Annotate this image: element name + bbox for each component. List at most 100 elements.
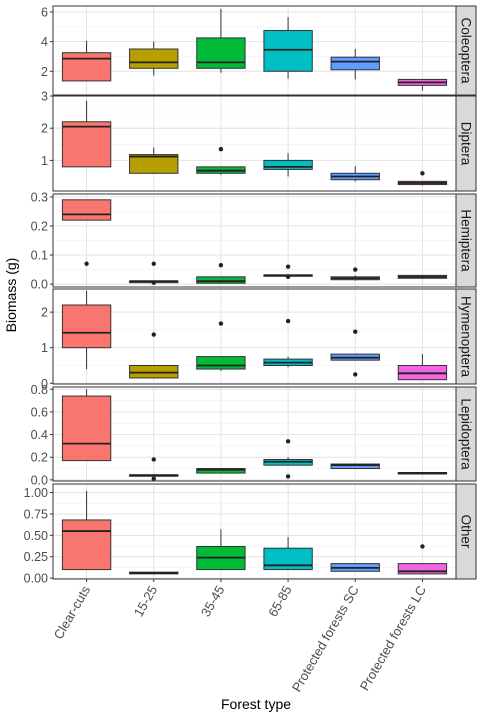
panel-background (53, 484, 456, 579)
y-tick-label: 2 (41, 122, 48, 136)
outlier-point (285, 474, 291, 479)
outlier-point (84, 261, 89, 266)
facet-strip (455, 288, 477, 385)
panel-background (53, 289, 456, 384)
box-lepidoptera-3 (263, 439, 313, 479)
iqr-box (196, 468, 246, 474)
box-lepidoptera-4 (330, 463, 380, 470)
box-lepidoptera-5 (397, 472, 448, 475)
iqr-box (263, 29, 313, 72)
box-hymenoptera-1 (129, 332, 179, 379)
y-tick-label: 0.00 (24, 572, 48, 586)
y-tick-label: 0.2 (31, 219, 48, 233)
y-tick-label: 0 (41, 377, 48, 391)
iqr-box (129, 48, 179, 69)
iqr-box (61, 52, 112, 82)
outlier-point (218, 263, 224, 268)
outlier-point (151, 332, 156, 337)
facet-strip-label: Lepidoptera (459, 398, 474, 470)
box-hymenoptera-5 (397, 354, 448, 381)
box-diptera-2 (196, 146, 246, 175)
iqr-box (129, 154, 179, 174)
facet-coleoptera: 2 4 6 Coleoptera (41, 5, 477, 96)
x-tick-label: Clear-cuts (51, 583, 94, 642)
panel-background (53, 6, 456, 95)
y-tick-label: 4 (41, 35, 48, 49)
x-tick-label: Protected forests LC (357, 583, 429, 693)
y-tick-label: 6 (41, 5, 48, 19)
panel-background (53, 387, 456, 481)
outlier-point (151, 476, 156, 481)
y-tick-label: 1 (41, 154, 48, 168)
facet-other: 0.00 0.25 0.50 0.75 1.00 Other (24, 483, 477, 586)
iqr-box (196, 356, 246, 370)
y-tick-label: 0.6 (31, 405, 48, 419)
y-tick-label: 0.0 (31, 278, 48, 292)
outlier-point (218, 146, 224, 152)
y-tick-label: 0.50 (24, 529, 48, 543)
y-tick-label: 2 (41, 65, 48, 79)
box-hymenoptera-3 (263, 318, 313, 368)
box-coleoptera-5 (397, 78, 448, 91)
facet-strip (455, 5, 477, 96)
facet-strip (455, 95, 477, 192)
panel-background (53, 96, 456, 191)
facet-hymenoptera: 0 1 2 Hymenoptera (41, 288, 477, 391)
y-axis-title: Biomass (g) (3, 258, 19, 333)
box-hemiptera-1 (129, 261, 179, 285)
box-coleoptera-1 (129, 41, 179, 76)
iqr-box (330, 463, 380, 470)
facet-strip-label: Diptera (459, 122, 474, 166)
y-tick-label: 3 (41, 90, 48, 104)
y-tick-label: 0.25 (24, 550, 48, 564)
outlier-point (420, 171, 425, 176)
facet-strip (455, 193, 477, 288)
y-tick-label: 0.75 (24, 507, 48, 521)
facet-strip (455, 483, 477, 580)
y-tick-label: 1 (41, 341, 48, 355)
facet-strip-label: Coleoptera (459, 17, 474, 84)
facet-strip-label: Other (459, 515, 474, 549)
outlier-point (353, 329, 358, 334)
outlier-point (353, 267, 358, 272)
iqr-box (397, 563, 448, 575)
outlier-point (285, 264, 291, 269)
box-lepidoptera-1 (129, 457, 179, 481)
y-tick-label: 0.1 (31, 249, 48, 263)
box-coleoptera-0 (61, 40, 112, 82)
outlier-point (285, 439, 291, 444)
box-coleoptera-2 (196, 8, 246, 73)
box-other-2 (196, 529, 246, 571)
box-hymenoptera-4 (330, 329, 380, 377)
box-hemiptera-4 (330, 267, 380, 281)
box-lepidoptera-0 (61, 389, 112, 462)
box-diptera-4 (330, 166, 380, 182)
iqr-box (263, 547, 313, 571)
facet-diptera: 1 2 3 Diptera (41, 90, 477, 192)
box-hemiptera-0 (61, 199, 112, 266)
iqr-box (61, 519, 112, 571)
box-diptera-1 (129, 147, 179, 174)
facet-strip-label: Hymenoptera (459, 296, 474, 378)
box-coleoptera-3 (263, 17, 313, 79)
box-hemiptera-5 (397, 274, 448, 279)
y-tick-label: 0.2 (31, 451, 48, 465)
x-tick-label: 65-85 (265, 583, 295, 619)
facet-strip-label: Hemiptera (459, 209, 474, 272)
box-hemiptera-3 (263, 264, 313, 280)
outlier-point (218, 321, 224, 326)
box-diptera-0 (61, 100, 112, 168)
y-tick-label: 2 (41, 306, 48, 320)
box-other-5 (397, 544, 448, 575)
box-hymenoptera-2 (196, 321, 246, 371)
y-tick-label: 0.3 (31, 190, 48, 204)
iqr-box (61, 121, 112, 168)
x-tick-label: Protected forests SC (289, 583, 362, 694)
facet-hemiptera: 0.0 0.1 0.2 0.3 Hemiptera (31, 190, 477, 292)
x-axis-title: Forest type (221, 696, 291, 712)
outlier-point (420, 544, 425, 549)
box-other-0 (61, 490, 112, 571)
